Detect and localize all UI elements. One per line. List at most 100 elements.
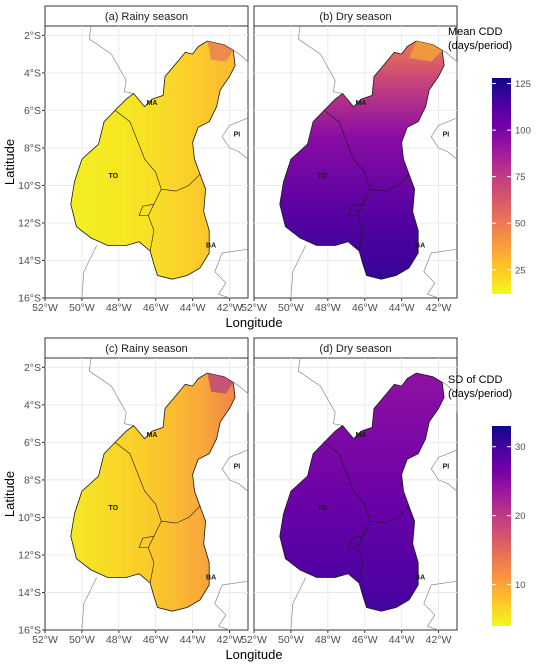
x-axis-title: Longitude	[225, 647, 282, 662]
neighbor-boundary	[290, 245, 307, 299]
state-border	[370, 173, 410, 192]
neighbor-boundary	[88, 357, 134, 426]
legend-tick-label: 100	[515, 126, 531, 137]
state-label-pi: PI	[234, 464, 241, 471]
coastal-patch	[409, 41, 443, 62]
neighbor-boundary	[430, 449, 458, 492]
y-tick-label: 8°S	[24, 474, 41, 486]
x-tick-label: 48°W	[106, 634, 132, 646]
study-region	[70, 40, 236, 280]
y-tick-label: 2°S	[24, 362, 41, 374]
y-tick-label: 16°S	[18, 293, 41, 305]
panel-title: (b) Dry season	[319, 11, 391, 23]
y-tick-label: 14°S	[18, 255, 41, 267]
legend-tick-label: 20	[515, 511, 526, 522]
state-label-ba: BA	[415, 574, 425, 581]
state-label-ba: BA	[206, 574, 216, 581]
y-tick-label: 12°S	[18, 549, 41, 561]
x-tick-label: 42°W	[217, 302, 243, 314]
panel-title: (a) Rainy season	[105, 11, 188, 23]
state-border	[161, 173, 201, 192]
x-tick-label: 44°W	[180, 302, 206, 314]
map-panel-c: (c) Rainy season MA PI TO BA	[44, 337, 249, 631]
state-label-pi: PI	[443, 132, 450, 139]
x-tick-label: 42°W	[426, 302, 452, 314]
legend-tick-label: 125	[515, 79, 531, 90]
neighbor-boundary	[430, 117, 458, 160]
study-region	[279, 372, 445, 612]
map-panel-d: (d) Dry season MA PI TO BA	[253, 337, 458, 631]
state-label-ma: MA	[147, 432, 158, 439]
state-label-ba: BA	[415, 242, 425, 249]
legend-mean-cdd: Mean CDD (days/period) 125 100 75 50 25	[448, 26, 531, 294]
state-label-ba: BA	[206, 242, 216, 249]
y-tick-label: 6°S	[24, 105, 41, 117]
y-tick-label: 8°S	[24, 142, 41, 154]
neighbor-boundary	[423, 580, 458, 631]
state-label-ma: MA	[356, 100, 367, 107]
y-tick-label: 12°S	[18, 217, 41, 229]
map-panel-b: (b) Dry season MA PI TO BA	[253, 5, 458, 299]
x-axis-title: Longitude	[225, 315, 282, 330]
state-border	[114, 442, 162, 584]
neighbor-boundary	[221, 449, 249, 492]
state-border	[138, 535, 154, 548]
x-tick-label: 46°W	[352, 302, 378, 314]
state-border	[347, 535, 363, 548]
state-label-to: TO	[317, 173, 327, 180]
neighbor-boundary	[221, 117, 249, 160]
x-tick-label: 52°W	[241, 302, 267, 314]
x-tick-label: 50°W	[278, 302, 304, 314]
y-tick-label: 16°S	[18, 625, 41, 637]
y-tick-label: 14°S	[18, 587, 41, 599]
state-border	[323, 442, 371, 584]
study-region	[279, 40, 445, 280]
neighbor-boundary	[290, 577, 307, 631]
study-region	[70, 372, 236, 612]
y-tick-label: 4°S	[24, 399, 41, 411]
coastal-patch	[207, 373, 234, 394]
map-panel-a: (a) Rainy season MA PI TO BA	[44, 5, 249, 299]
y-axis-title: Latitude	[2, 471, 17, 517]
neighbor-boundary	[214, 248, 249, 299]
neighbor-boundary	[214, 580, 249, 631]
x-tick-label: 44°W	[389, 302, 415, 314]
legend-tick-label: 30	[515, 442, 526, 453]
state-border	[370, 505, 410, 524]
x-tick-label: 44°W	[389, 634, 415, 646]
legend-sd-cdd: SD of CDD (days/period) 30 20 10	[448, 374, 526, 626]
legend-colorbar	[492, 78, 511, 294]
x-tick-label: 42°W	[217, 634, 243, 646]
y-axis-title: Latitude	[2, 139, 17, 185]
panel-title: (c) Rainy season	[105, 343, 188, 355]
legend-tick-label: 10	[515, 580, 526, 591]
legend-subtitle: (days/period)	[448, 388, 512, 400]
y-tick-label: 10°S	[18, 512, 41, 524]
state-border	[138, 203, 154, 216]
y-tick-label: 2°S	[24, 30, 41, 42]
x-tick-label: 48°W	[106, 302, 132, 314]
y-tick-label: 6°S	[24, 437, 41, 449]
state-border	[161, 505, 201, 524]
panel-title: (d) Dry season	[319, 343, 391, 355]
state-label-pi: PI	[234, 132, 241, 139]
state-label-ma: MA	[147, 100, 158, 107]
legend-colorbar	[492, 426, 511, 626]
x-tick-label: 48°W	[315, 302, 341, 314]
x-tick-label: 50°W	[69, 302, 95, 314]
neighbor-boundary	[423, 248, 458, 299]
x-tick-label: 44°W	[180, 634, 206, 646]
x-tick-label: 50°W	[69, 634, 95, 646]
state-label-to: TO	[317, 505, 327, 512]
y-tick-label: 4°S	[24, 67, 41, 79]
state-label-to: TO	[108, 505, 118, 512]
state-label-to: TO	[108, 173, 118, 180]
legend-title: Mean CDD	[448, 26, 502, 38]
legend-tick-label: 25	[515, 265, 526, 276]
state-border	[347, 203, 363, 216]
x-tick-label: 46°W	[352, 634, 378, 646]
coastal-patch	[207, 41, 234, 62]
state-border	[114, 110, 162, 252]
legend-tick-label: 50	[515, 219, 526, 230]
